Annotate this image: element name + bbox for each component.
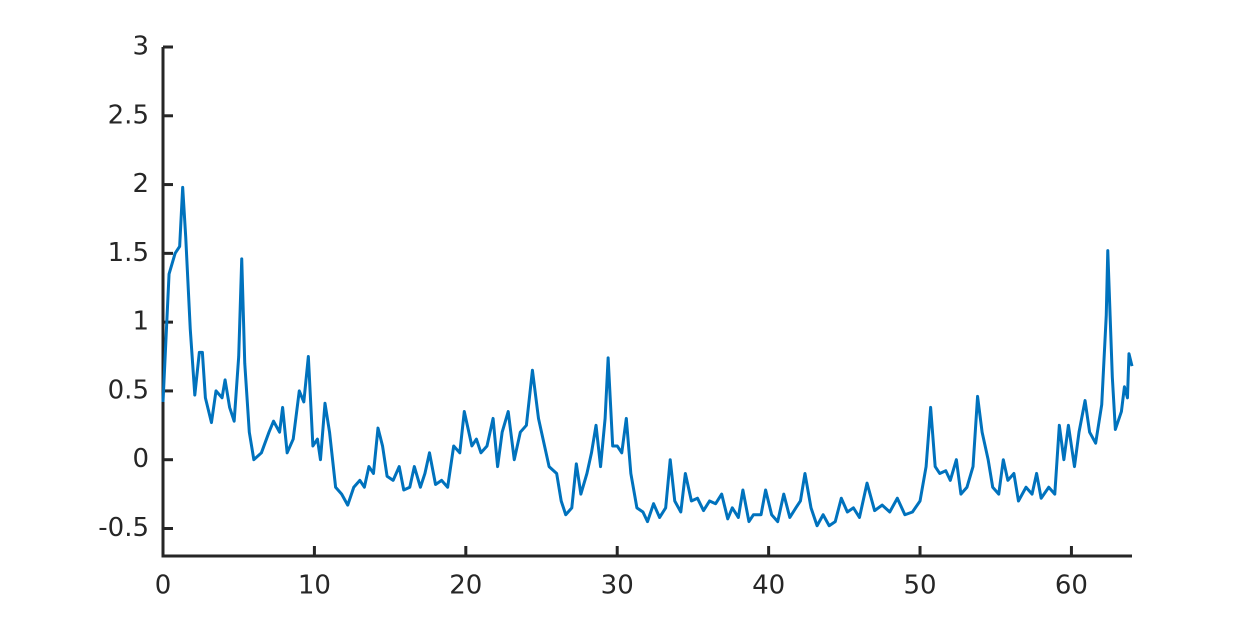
y-tick-label: 2 xyxy=(132,169,149,199)
x-tick-label: 0 xyxy=(155,571,172,601)
x-tick-label: 40 xyxy=(752,571,785,601)
data-line xyxy=(161,185,1134,528)
y-tick-label: 0.5 xyxy=(108,375,149,405)
y-tick-label: 1 xyxy=(132,307,149,337)
y-tick-label: 3 xyxy=(132,32,149,62)
y-tick-label: -0.5 xyxy=(98,513,149,543)
x-tick-label: 30 xyxy=(601,571,634,601)
x-tick-label: 60 xyxy=(1055,571,1088,601)
x-tick-label: 20 xyxy=(449,571,482,601)
y-tick-label: 1.5 xyxy=(108,238,149,268)
y-tick-label: 0 xyxy=(132,444,149,474)
x-tick-label: 10 xyxy=(298,571,331,601)
y-tick-label: 2.5 xyxy=(108,100,149,130)
x-tick-label: 50 xyxy=(903,571,936,601)
